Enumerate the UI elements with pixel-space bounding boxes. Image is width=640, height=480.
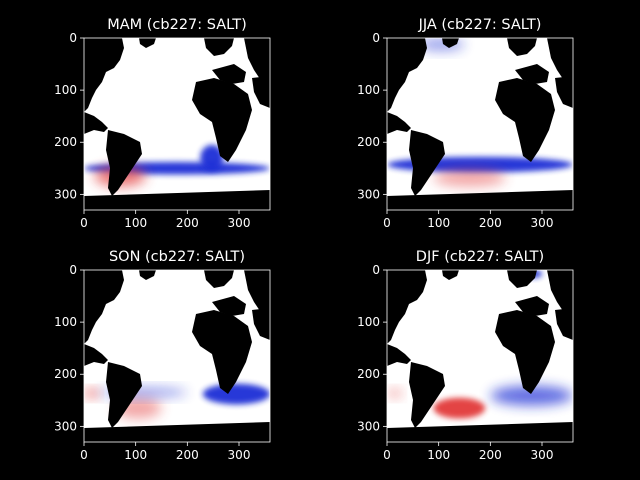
x-tick-label: 300 (228, 216, 251, 230)
y-tick-label: 0 (69, 31, 77, 45)
axes-frame (83, 37, 271, 211)
panel-title: MAM (cb227: SALT) (107, 17, 247, 33)
y-tick-label: 0 (372, 31, 380, 45)
y-tick-label: 300 (357, 187, 380, 201)
y-tick-label: 0 (372, 263, 380, 277)
x-tick-label: 100 (427, 216, 450, 230)
x-tick-label: 300 (531, 448, 554, 462)
x-tick-label: 200 (176, 216, 199, 230)
y-tick-label: 200 (54, 135, 77, 149)
x-tick-label: 200 (479, 448, 502, 462)
y-tick-label: 300 (54, 187, 77, 201)
x-tick-label: 300 (531, 216, 554, 230)
panel-title: JJA (cb227: SALT) (418, 17, 542, 33)
x-tick-label: 0 (383, 448, 391, 462)
panel-0: 0 100 200 300 0 100 200 300 MAM (cb227: SALT) (54, 17, 271, 230)
heatmap-area (84, 270, 270, 442)
panel-title: DJF (cb227: SALT) (416, 249, 544, 265)
heatmap-area (387, 38, 573, 210)
y-tick-label: 100 (54, 315, 77, 329)
y-tick-label: 100 (357, 83, 380, 97)
x-tick-label: 300 (228, 448, 251, 462)
anomaly-band-positive (433, 169, 506, 187)
panel-2: 0 100 200 300 0 100 200 300 SON (cb227: SALT) (54, 249, 271, 462)
anomaly-band-positive (433, 397, 486, 419)
x-tick-label: 100 (124, 448, 147, 462)
y-tick-label: 200 (357, 135, 380, 149)
x-tick-label: 200 (176, 448, 199, 462)
heatmap-area (84, 38, 270, 210)
y-tick-label: 300 (357, 419, 380, 433)
y-tick-label: 100 (54, 83, 77, 97)
y-tick-label: 100 (357, 315, 380, 329)
x-tick-label: 0 (383, 216, 391, 230)
x-tick-label: 0 (80, 216, 88, 230)
x-tick-label: 100 (124, 216, 147, 230)
axes-frame (386, 269, 574, 443)
x-tick-label: 100 (427, 448, 450, 462)
y-tick-label: 300 (54, 419, 77, 433)
anomaly-band-negative (490, 385, 573, 406)
y-tick-label: 0 (69, 263, 77, 277)
axes-frame (386, 37, 574, 211)
panels: 0 100 200 300 0 100 200 300 MAM (cb227: SALT) 0 10… (54, 17, 574, 462)
heatmap-area (387, 270, 573, 442)
panel-title: SON (cb227: SALT) (109, 249, 245, 265)
y-tick-label: 200 (357, 367, 380, 381)
anomaly-band-positive (387, 388, 403, 398)
anomaly-band-positive (84, 388, 100, 398)
panel-3: 0 100 200 300 0 100 200 300 DJF (cb227: SALT) (357, 249, 574, 462)
anomaly-band-negative (200, 144, 224, 171)
y-tick-label: 200 (54, 367, 77, 381)
x-tick-label: 200 (479, 216, 502, 230)
anomaly-band-negative (202, 383, 270, 405)
panel-1: 0 100 200 300 0 100 200 300 JJA (cb227: SALT) (357, 17, 574, 230)
axes-frame (83, 269, 271, 443)
x-tick-label: 0 (80, 448, 88, 462)
